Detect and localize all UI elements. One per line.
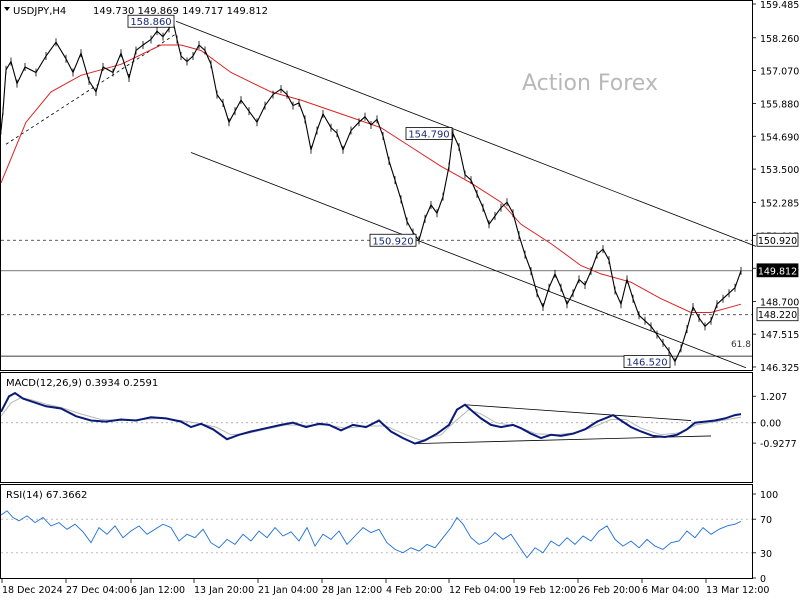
level-axis-box-2 (756, 307, 799, 322)
symbol-title: USDJPY,H4 (13, 6, 66, 17)
ohlc-readout: 149.730 149.869 149.717 149.812 (93, 6, 268, 17)
price-tick-label-2: 157.070 (760, 67, 799, 78)
price-lines (0, 17, 757, 369)
time-tick-label-3: 13 Jan 20:00 (194, 585, 254, 596)
rsi-panel: RSI(14) 67.3662 100 70 30 0 (0, 490, 778, 585)
macd-main-line (0, 391, 742, 445)
price-tick-label-0: 159.485 (760, 0, 799, 11)
collapse-triangle-icon[interactable] (4, 7, 10, 11)
price-series-line (0, 19, 742, 363)
watermark-text: Action Forex (522, 71, 658, 96)
annotation-label-2: 150.920 (372, 236, 413, 247)
support-line-left (5, 33, 177, 145)
time-tick-label-0: 18 Dec 2024 (2, 585, 63, 596)
macd-tick-label-2: -0.9277 (760, 439, 797, 450)
moving-average-line (0, 44, 742, 313)
price-tick-label-6: 152.285 (760, 199, 799, 210)
annotation-box-0 (127, 14, 175, 28)
price-tick-label-3: 155.880 (760, 99, 799, 110)
chart-header: USDJPY,H4 149.730 149.869 149.717 149.81… (4, 6, 268, 17)
rsi-panel-frame (0, 484, 753, 579)
level-axis-label-2: 148.220 (758, 310, 797, 321)
annotation-box-3 (623, 355, 671, 369)
level-axis-box-1 (756, 263, 799, 278)
level-axis-label-1: 149.812 (758, 266, 797, 277)
macd-title: MACD(12,26,9) 0.3934 0.2591 (6, 378, 158, 389)
macd-tick-label-1: 0.00 (760, 419, 781, 430)
annotation-box-2 (369, 233, 417, 247)
time-tick-label-1: 27 Dec 04:00 (66, 585, 130, 596)
rsi-line (0, 510, 742, 559)
level-axis-box-0 (756, 232, 799, 247)
time-tick-label-10: 6 Mar 04:00 (642, 585, 699, 596)
price-axis: 159.485 158.260 157.070 155.880 154.690 153.5… (752, 0, 799, 374)
price-annotations: 158.860 154.790 150.920 146.520 61.8 (127, 14, 751, 369)
price-tick-label-10: 147.515 (760, 330, 799, 341)
annotation-box-1 (405, 127, 453, 140)
price-tick-label-1: 158.260 (760, 34, 799, 45)
price-tick-label-11: 146.325 (760, 363, 799, 374)
macd-trend-line-0 (464, 404, 692, 421)
time-tick-label-7: 12 Feb 04:00 (449, 585, 511, 596)
lower-channel-line (190, 152, 747, 369)
time-tick-label-6: 4 Feb 20:00 (386, 585, 442, 596)
time-tick-label-5: 28 Jan 12:00 (322, 585, 382, 596)
time-tick-label-8: 19 Feb 12:00 (514, 585, 576, 596)
rsi-title: RSI(14) 67.3662 (6, 490, 87, 501)
price-tick-label-9: 148.700 (760, 297, 799, 308)
fibo-label: 61.8 (731, 340, 751, 350)
rsi-tick-label-1: 70 (760, 515, 772, 526)
macd-panel-frame (0, 372, 753, 483)
macd-panel: MACD(12,26,9) 0.3934 0.2591 1.207 0.00 -0.… (0, 378, 797, 450)
time-tick-label-2: 6 Jan 12:00 (131, 585, 185, 596)
price-tick-label-4: 154.690 (760, 132, 799, 143)
rsi-tick-label-2: 30 (760, 549, 772, 560)
annotation-label-0: 158.860 (130, 17, 171, 28)
rsi-tick-label-3: 0 (760, 574, 766, 585)
time-tick-label-4: 21 Jan 04:00 (258, 585, 318, 596)
annotation-label-3: 146.520 (626, 358, 667, 369)
upper-channel-line (175, 20, 757, 247)
time-tick-label-11: 13 Mar 12:00 (706, 585, 769, 596)
time-tick-label-9: 26 Feb 20:00 (578, 585, 640, 596)
time-axis: 18 Dec 2024 27 Dec 04:00 6 Jan 12:00 13 Jan… (1, 579, 769, 596)
level-axis-label-0: 150.920 (758, 236, 797, 247)
annotation-label-1: 154.790 (408, 130, 449, 141)
macd-tick-label-0: 1.207 (760, 392, 787, 403)
price-tick-label-5: 153.500 (760, 165, 799, 176)
rsi-tick-label-0: 100 (760, 490, 778, 501)
